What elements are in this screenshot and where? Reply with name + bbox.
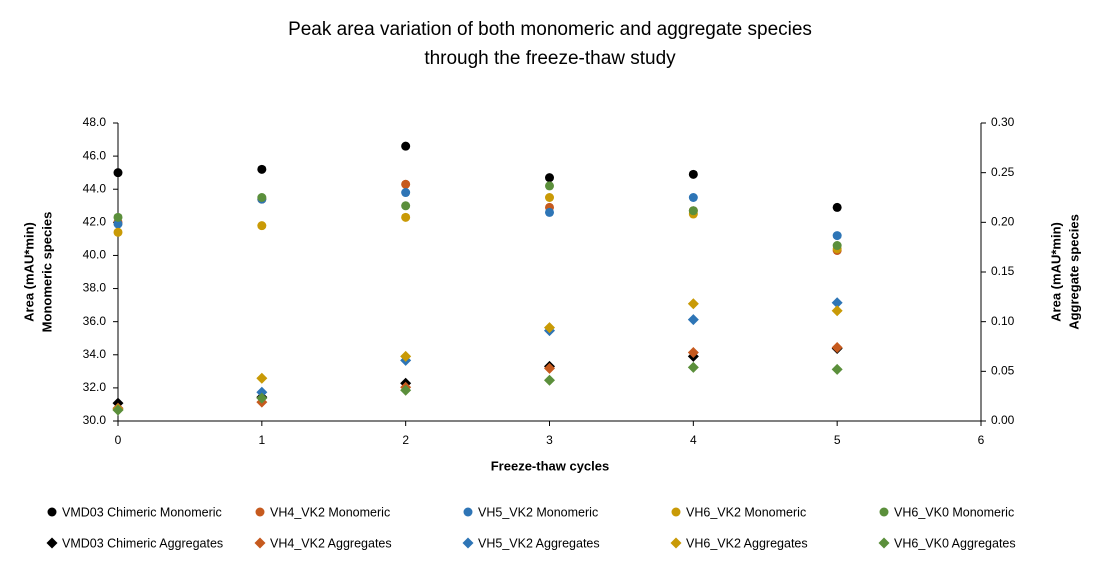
point	[688, 206, 698, 216]
x-tick-label: 1	[258, 433, 265, 447]
legend-label: VH6_VK0 Aggregates	[894, 536, 1016, 550]
legend-marker	[46, 537, 58, 549]
point	[545, 181, 554, 191]
y2-tick-label: 0.25	[991, 165, 1015, 179]
point	[832, 231, 842, 241]
point	[687, 298, 699, 310]
y-tick-label: 46.0	[83, 148, 107, 162]
legend-marker	[47, 507, 57, 517]
point	[401, 179, 411, 189]
x-tick-label: 0	[115, 433, 122, 447]
y2-tick-label: 0.00	[991, 413, 1015, 427]
point	[257, 221, 267, 231]
point	[113, 219, 123, 229]
point	[113, 227, 123, 237]
point	[112, 404, 124, 416]
legend-marker	[671, 507, 681, 517]
legend-label: VMD03 Chimeric Aggregates	[62, 536, 223, 550]
point	[113, 212, 123, 222]
point	[832, 241, 842, 251]
legend-label: VH6_VK0 Monomeric	[894, 505, 1014, 519]
y2-tick-label: 0.05	[991, 364, 1015, 378]
legend-marker	[878, 537, 890, 549]
point	[831, 305, 843, 317]
point	[113, 168, 123, 178]
point	[256, 392, 268, 404]
point	[545, 207, 554, 217]
y-axis-label: Area (mAU*min)	[21, 222, 36, 322]
point	[544, 362, 555, 374]
chart-title: through the freeze-thaw study	[424, 48, 676, 69]
point	[831, 341, 843, 353]
x-tick-label: 2	[402, 433, 409, 447]
y-tick-label: 36.0	[83, 314, 107, 328]
y-tick-label: 48.0	[83, 115, 107, 129]
x-tick-label: 4	[690, 433, 697, 447]
point	[544, 322, 555, 334]
x-tick-label: 5	[834, 433, 841, 447]
x-tick-label: 3	[546, 433, 553, 447]
legend-label: VH6_VK2 Aggregates	[686, 536, 808, 550]
legend-label: VH5_VK2 Monomeric	[478, 505, 598, 519]
legend-label: VH4_VK2 Aggregates	[270, 536, 392, 550]
point	[831, 363, 843, 375]
point	[401, 212, 411, 222]
y2-axis-label: Aggregate species	[1066, 214, 1081, 330]
point	[401, 141, 411, 151]
point	[687, 346, 699, 358]
point	[831, 297, 843, 309]
legend-marker	[462, 537, 474, 549]
point	[544, 374, 555, 386]
y-tick-label: 30.0	[83, 413, 107, 427]
legend-marker	[254, 537, 266, 549]
y-tick-label: 44.0	[83, 181, 107, 195]
y-tick-label: 40.0	[83, 248, 107, 262]
point	[400, 384, 412, 396]
y2-tick-label: 0.20	[991, 215, 1015, 229]
y-tick-label: 38.0	[83, 281, 107, 295]
chart-title: Peak area variation of both monomeric an…	[288, 19, 812, 40]
y-tick-label: 42.0	[83, 215, 107, 229]
legend-label: VH4_VK2 Monomeric	[270, 505, 390, 519]
point	[256, 386, 268, 398]
legend-label: VH5_VK2 Aggregates	[478, 536, 600, 550]
point	[256, 372, 268, 384]
y2-tick-label: 0.30	[991, 115, 1015, 129]
legend-label: VMD03 Chimeric Monomeric	[62, 505, 222, 519]
y-tick-label: 32.0	[83, 380, 107, 394]
legend-marker	[255, 507, 265, 517]
point	[688, 169, 698, 179]
y2-tick-label: 0.10	[991, 314, 1015, 328]
legend-marker	[670, 537, 682, 549]
point	[832, 202, 842, 212]
point	[545, 173, 554, 183]
y2-tick-label: 0.15	[991, 264, 1015, 278]
point	[687, 314, 699, 326]
point	[688, 193, 698, 202]
x-axis-label: Freeze-thaw cycles	[491, 458, 610, 473]
point	[545, 193, 554, 202]
point	[257, 164, 267, 174]
point	[257, 193, 267, 202]
point	[401, 201, 411, 211]
point	[687, 361, 699, 373]
point	[401, 188, 411, 198]
point	[400, 350, 412, 362]
x-tick-label: 6	[978, 433, 985, 447]
y-axis-label: Monomeric species	[39, 212, 54, 333]
legend-label: VH6_VK2 Monomeric	[686, 505, 806, 519]
y-tick-label: 34.0	[83, 347, 107, 361]
legend-marker	[879, 507, 889, 517]
y2-axis-label: Area (mAU*min)	[1048, 222, 1063, 322]
legend-marker	[463, 507, 473, 517]
